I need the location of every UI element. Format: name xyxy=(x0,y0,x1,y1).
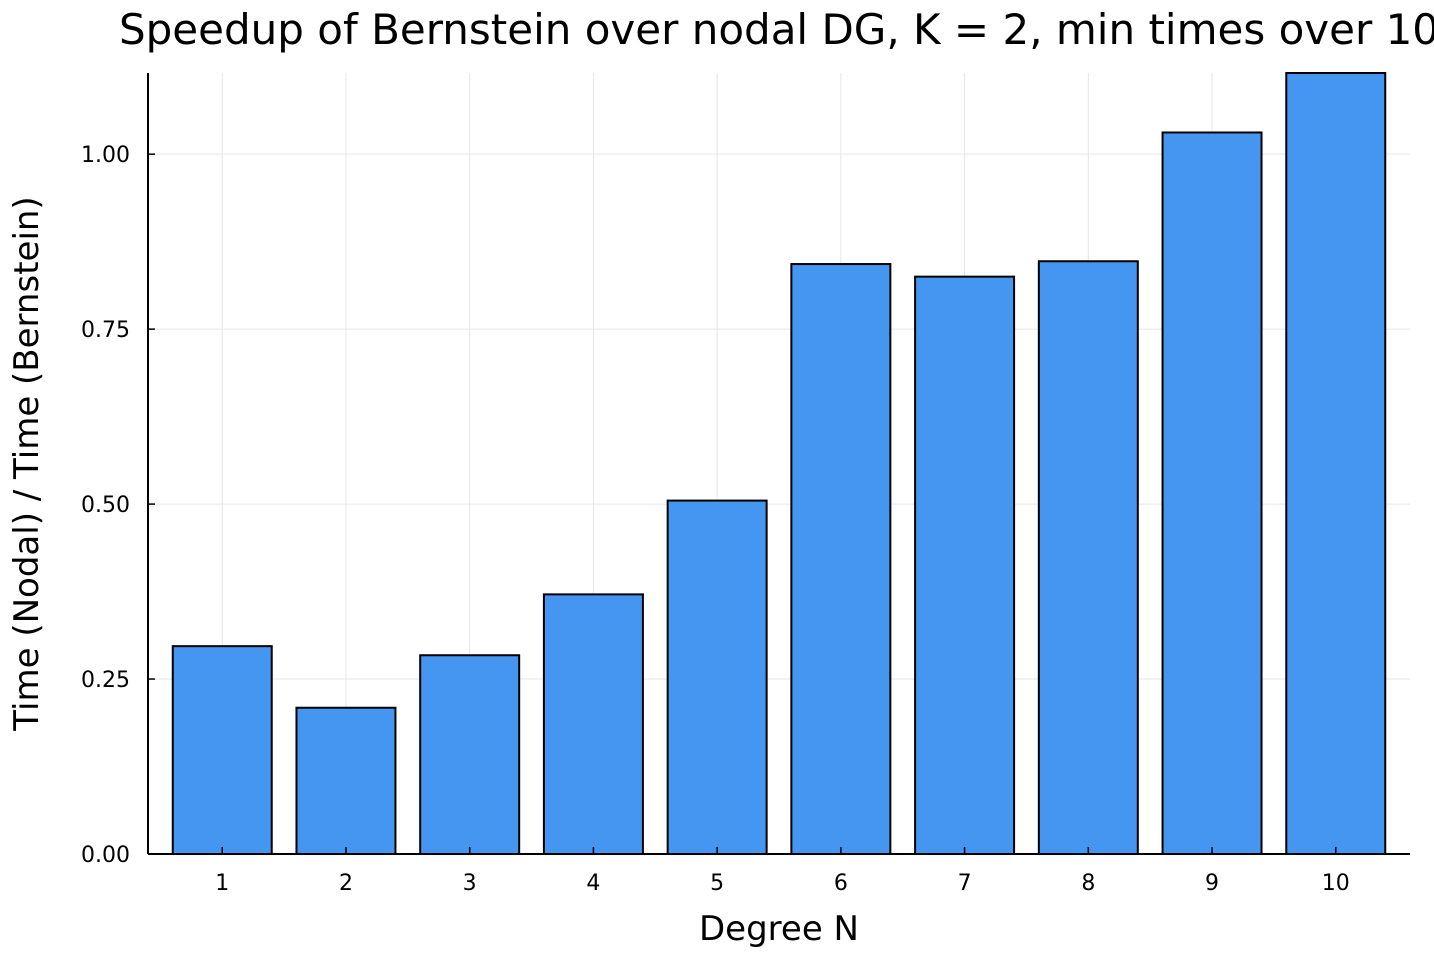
y-tick-label: 1.00 xyxy=(81,143,130,168)
x-tick-label: 2 xyxy=(339,871,353,896)
x-axis-label: Degree N xyxy=(699,909,859,949)
x-tick-label: 1 xyxy=(215,871,229,896)
bar-4 xyxy=(542,593,644,856)
y-tick-label: 0.75 xyxy=(81,318,130,343)
axes xyxy=(147,73,1410,855)
bar-10 xyxy=(1285,72,1387,855)
bar-2 xyxy=(295,706,397,855)
x-tick-label: 5 xyxy=(710,871,724,896)
x-tick-label: 3 xyxy=(463,871,477,896)
x-tick-label: 10 xyxy=(1322,871,1350,896)
bars xyxy=(171,72,1387,856)
x-tick-label: 7 xyxy=(958,871,972,896)
y-tick-label: 0.25 xyxy=(81,668,130,693)
chart-title: Speedup of Bernstein over nodal DG, K = … xyxy=(119,5,1434,54)
x-tick-label: 9 xyxy=(1205,871,1219,896)
bar-7 xyxy=(914,275,1016,856)
y-tick-labels: 0.00 0.25 0.50 0.75 1.00 xyxy=(81,143,155,868)
x-tick-label: 8 xyxy=(1081,871,1095,896)
bar-5 xyxy=(666,499,768,855)
y-axis-label: Time (Nodal) / Time (Bernstein) xyxy=(7,196,47,731)
x-tick-label: 6 xyxy=(834,871,848,896)
y-tick-label: 0.50 xyxy=(81,493,130,518)
x-tick-label: 4 xyxy=(586,871,600,896)
bar-1 xyxy=(171,645,273,855)
bar-9 xyxy=(1161,131,1263,856)
bar-6 xyxy=(790,263,892,855)
bar-3 xyxy=(419,654,521,856)
x-tick-labels: 1 2 3 4 5 6 7 8 9 10 xyxy=(215,847,1350,896)
bar-8 xyxy=(1037,260,1139,856)
y-tick-label: 0.00 xyxy=(81,843,130,868)
